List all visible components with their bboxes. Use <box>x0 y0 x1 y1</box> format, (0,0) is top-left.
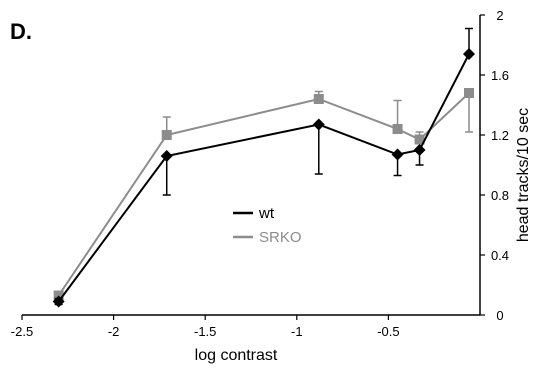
series-line <box>57 53 470 303</box>
x-axis-label: log contrast <box>195 347 278 364</box>
series-layer <box>52 27 476 308</box>
panel-label: D. <box>10 19 32 44</box>
x-tick-label: -1.5 <box>194 324 216 339</box>
data-point <box>313 94 324 104</box>
x-tick-label: -2.5 <box>11 324 33 339</box>
data-point <box>312 118 325 131</box>
y-tick-label: 1.2 <box>491 128 509 143</box>
data-point <box>52 295 65 308</box>
y-tick-label: 0.8 <box>491 188 509 203</box>
x-tick-label: -0.5 <box>377 324 399 339</box>
data-point <box>464 88 475 98</box>
x-tick-label: -2 <box>108 324 120 339</box>
y-tick-label: 2 <box>496 8 503 23</box>
legend-label: SRKO <box>259 229 302 246</box>
data-point <box>463 48 476 60</box>
series-srko <box>53 88 475 301</box>
series-line <box>57 92 470 297</box>
legend: wt SRKO <box>233 205 302 246</box>
data-point <box>413 144 426 156</box>
data-point <box>391 148 404 161</box>
x-tick-label: -1 <box>291 324 303 339</box>
series-wt <box>52 27 476 308</box>
legend-label: wt <box>258 205 275 222</box>
y-tick-label: 0 <box>496 308 503 323</box>
data-point <box>160 150 173 162</box>
y-tick-label: 0.4 <box>491 248 509 263</box>
y-tick-label: 1.6 <box>491 68 509 83</box>
axes: -2.5 -2 -1.5 -1 -0.5 0 0.4 0.8 1.2 1.6 2 <box>11 8 509 339</box>
data-point <box>414 134 425 145</box>
y-axis-label: head tracks/10 sec <box>515 108 532 242</box>
data-point <box>161 130 172 140</box>
data-point <box>392 124 403 134</box>
